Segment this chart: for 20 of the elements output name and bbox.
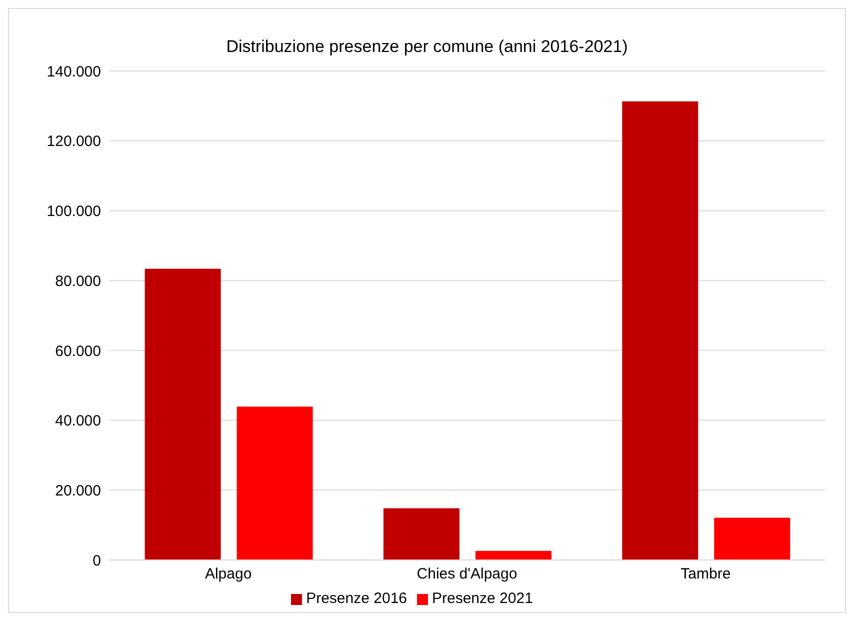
legend-label: Presenze 2016 (306, 590, 407, 607)
x-tick-label: Alpago (204, 566, 252, 583)
bar (383, 508, 460, 560)
y-tick-label: 40.000 (55, 412, 101, 430)
chart-title: Distribuzione presenze per comune (anni 2016-2021) (225, 36, 629, 58)
bar (144, 268, 221, 560)
y-tick-label: 0 (92, 552, 101, 570)
y-tick-label: 20.000 (55, 482, 101, 500)
y-tick-label: 100.000 (46, 203, 101, 220)
bar (475, 550, 552, 560)
x-tick-label: Chies d'Alpago (416, 566, 518, 583)
legend-label: Presenze 2021 (432, 590, 533, 607)
bar (622, 101, 698, 560)
x-tick-label: Tambre (680, 566, 731, 583)
y-tick-label: 80.000 (55, 272, 101, 290)
y-tick-label: 120.000 (46, 133, 101, 150)
bar (714, 518, 790, 560)
y-tick-label: 60.000 (55, 342, 101, 360)
bar (236, 406, 313, 560)
y-tick-label: 140.000 (46, 63, 101, 80)
